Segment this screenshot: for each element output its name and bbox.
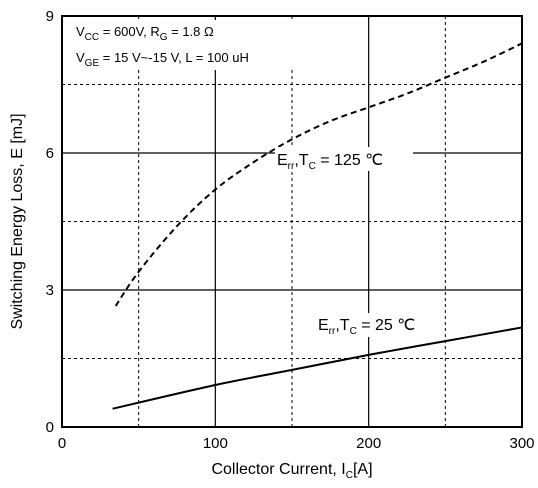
annotations: VCC = 600V, RG = 1.8 Ω VGE = 15 V~-15 V, … bbox=[72, 20, 436, 337]
y-tick-label: 3 bbox=[46, 282, 54, 299]
x-tick-label: 0 bbox=[58, 435, 66, 452]
tick-labels: 0 100 200 300 0 3 6 9 bbox=[46, 8, 535, 452]
plot-frame bbox=[61, 15, 523, 428]
y-tick-label: 6 bbox=[46, 145, 54, 162]
series-layer bbox=[112, 42, 523, 410]
x-tick-label: 300 bbox=[509, 435, 534, 452]
series-label-25c: Err,TC = 25 ℃ bbox=[318, 317, 415, 337]
series-line-2 bbox=[112, 326, 523, 410]
series-line-1 bbox=[114, 42, 523, 307]
conditions-background bbox=[72, 20, 298, 70]
y-axis-title: Switching Energy Loss, E [mJ] bbox=[9, 113, 26, 329]
label-background bbox=[316, 313, 436, 337]
test-condition-line-2: VGE = 15 V~-15 V, L = 100 uH bbox=[76, 50, 249, 69]
x-tick-label: 200 bbox=[356, 435, 381, 452]
series-label-125c: Err,TC = 125 ℃ bbox=[277, 152, 383, 172]
y-tick-label: 9 bbox=[46, 8, 54, 25]
test-condition-line-1: VCC = 600V, RG = 1.8 Ω bbox=[76, 24, 214, 43]
x-axis-title: Collector Current, IC[A] bbox=[211, 461, 372, 481]
x-tick-label: 100 bbox=[203, 435, 228, 452]
grid bbox=[62, 16, 522, 427]
y-tick-label: 0 bbox=[46, 419, 54, 436]
label-background bbox=[275, 147, 413, 171]
